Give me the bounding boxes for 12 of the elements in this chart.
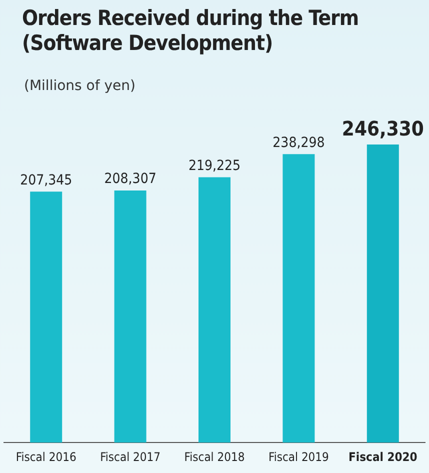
data-label: 238,298 [272,134,325,151]
x-tick-label: Fiscal 2016 [16,450,76,464]
x-tick-label: Fiscal 2018 [184,450,245,464]
x-tick-label: Fiscal 2017 [100,450,161,464]
data-label: 246,330 [342,116,424,141]
data-label: 219,225 [188,158,241,174]
y-axis-title: (Millions of yen) [24,78,136,94]
x-tick-label: Fiscal 2019 [268,450,330,464]
data-label: 207,345 [20,172,72,188]
x-tick-label: Fiscal 2020 [348,450,418,464]
data-label: 208,307 [104,171,156,188]
chart-title: Orders Received during the Term (Software Development) [22,6,360,56]
